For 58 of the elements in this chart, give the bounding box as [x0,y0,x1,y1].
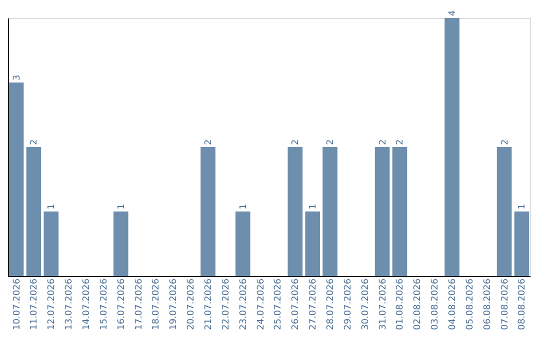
bar [444,18,460,276]
bar [113,212,128,276]
x-tick-label: 12.07.2026 [47,278,58,330]
data-label: 2 [30,139,40,145]
bar [514,212,530,276]
x-tick-label: 17.07.2026 [134,278,144,330]
x-tick-label: 10.07.2026 [12,278,22,330]
bar [322,147,338,276]
bar [235,212,250,276]
x-tick-label: 11.07.2026 [30,278,40,330]
bar [305,212,320,276]
x-tick-label: 01.08.2026 [396,278,406,330]
bar [8,82,24,276]
data-label: 2 [396,139,406,145]
x-tick-label: 03.08.2026 [430,278,441,330]
data-label: 2 [326,139,336,145]
x-tick-label: 04.08.2026 [448,278,458,330]
x-tick-label: 14.07.2026 [82,278,92,330]
x-tick-label: 27.07.2026 [308,278,319,330]
bar [496,147,512,276]
bar [374,147,390,276]
bar [44,212,59,276]
x-tick-label: 02.08.2026 [413,278,424,330]
x-tick-label: 23.07.2026 [238,278,249,330]
x-tick-label: 26.07.2026 [291,278,302,330]
x-tick-label: 05.08.2026 [465,278,476,330]
data-label: 1 [238,204,249,210]
x-tick-label: 30.07.2026 [360,278,371,330]
x-tick-label: 19.07.2026 [169,278,180,330]
x-tick-label: 24.07.2026 [256,278,266,330]
data-label: 2 [378,139,388,145]
bar [392,147,408,276]
x-tick-label: 28.07.2026 [326,278,336,330]
data-label: 1 [518,204,528,210]
data-label: 2 [291,139,302,145]
data-label: 1 [47,204,58,210]
x-tick-label: 31.07.2026 [378,278,388,330]
x-tick-label: 15.07.2026 [99,278,110,330]
data-label: 1 [116,204,127,210]
x-tick-label: 07.08.2026 [500,278,510,330]
data-label: 4 [448,10,458,16]
x-tick-label: 29.07.2026 [343,278,354,330]
data-label: 1 [308,204,319,210]
x-tick-label: 20.07.2026 [186,278,197,330]
x-tick-label: 16.07.2026 [116,278,127,330]
bar [200,147,216,276]
data-label: 2 [204,139,214,145]
x-tick-label: 06.08.2026 [482,278,493,330]
data-label: 2 [500,139,510,145]
x-tick-label: 25.07.2026 [274,278,284,330]
x-tick-label: 18.07.2026 [152,278,162,330]
bar [288,147,303,276]
x-tick-label: 22.07.2026 [221,278,232,330]
x-tick-label: 13.07.2026 [64,278,75,330]
bar [26,147,42,276]
data-label: 3 [12,74,22,80]
x-tick-label: 21.07.2026 [204,278,214,330]
x-tick-label: 08.08.2026 [518,278,528,330]
